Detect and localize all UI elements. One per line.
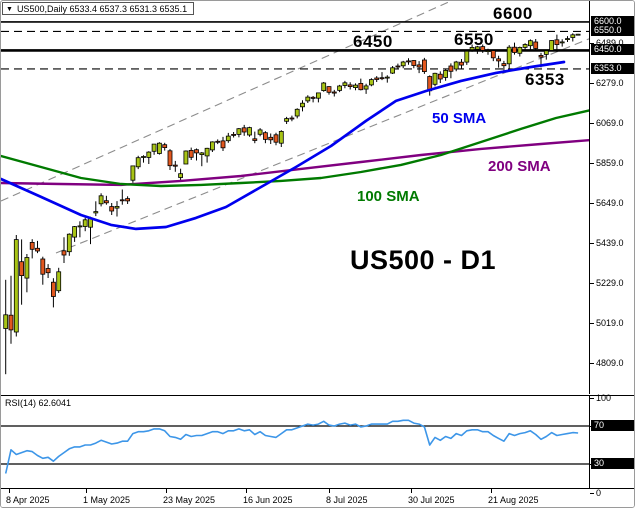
price-tick-label: 6069.0 (596, 118, 624, 128)
sma200-label: 200 SMA (488, 158, 551, 175)
symbol-ohlc-text: US500,Daily 6533.4 6537.3 6531.3 6535.1 (16, 4, 188, 14)
rsi-axis-tick (590, 398, 594, 399)
date-tick-label: 16 Jun 2025 (243, 495, 293, 505)
level-label-6450: 6450 (353, 32, 393, 51)
price-axis-tick (590, 243, 594, 244)
price-level-badge: 6450.0 (591, 44, 634, 55)
rsi-axis-tick (590, 493, 594, 494)
main-chart-panel: ▼ US500,Daily 6533.4 6537.3 6531.3 6535.… (1, 1, 634, 394)
price-axis-tick (590, 283, 594, 284)
date-tick-label: 30 Jul 2025 (408, 495, 455, 505)
date-axis-tick (166, 489, 167, 493)
date-tick-label: 21 Aug 2025 (488, 495, 539, 505)
price-axis-tick (590, 203, 594, 204)
price-tick-label: 5019.0 (596, 318, 624, 328)
watermark-symbol-timeframe: US500 - D1 (350, 245, 497, 275)
date-tick-label: 8 Jul 2025 (326, 495, 368, 505)
date-tick-label: 8 Apr 2025 (6, 495, 50, 505)
level-label-6353: 6353 (525, 70, 565, 89)
date-axis-tick (9, 489, 10, 493)
rsi-tick-label: 0 (596, 488, 602, 498)
price-tick-label: 5229.0 (596, 278, 624, 288)
price-level-badge: 6353.0 (591, 63, 634, 74)
level-label-6550: 6550 (454, 30, 494, 49)
sma100-label: 100 SMA (357, 188, 420, 205)
rsi-panel: RSI(14) 62.6041 100 0 70 30 (1, 393, 634, 498)
rsi-axis[interactable]: 100 0 70 30 (589, 393, 634, 498)
price-axis-tick (590, 323, 594, 324)
symbol-info-bar[interactable]: ▼ US500,Daily 6533.4 6537.3 6531.3 6535.… (2, 2, 195, 15)
price-level-badge: 6550.0 (591, 25, 634, 36)
price-axis-tick (590, 363, 594, 364)
date-axis-tick (411, 489, 412, 493)
candlestick-plot[interactable] (1, 1, 589, 394)
date-tick-label: 1 May 2025 (83, 495, 131, 505)
date-axis-tick (329, 489, 330, 493)
sma50-label: 50 SMA (432, 110, 487, 127)
price-axis-tick (590, 83, 594, 84)
price-level-badge: 6600.0 (591, 16, 634, 27)
price-tick-label: 4809.0 (596, 358, 624, 368)
level-label-6600: 6600 (493, 4, 533, 23)
date-axis-tick (86, 489, 87, 493)
rsi-level-badge: 30 (591, 458, 634, 469)
price-axis-tick (590, 43, 594, 44)
date-axis[interactable]: 8 Apr 2025 1 May 2025 23 May 2025 16 Jun 20… (1, 489, 634, 507)
price-tick-label: 5859.0 (596, 158, 624, 168)
price-tick-label: 6279.0 (596, 78, 624, 88)
date-axis-tick (491, 489, 492, 493)
rsi-level-badge: 70 (591, 420, 634, 431)
rsi-tick-label: 100 (596, 393, 612, 403)
price-axis-tick (590, 163, 594, 164)
rsi-indicator-label: RSI(14) 62.6041 (5, 398, 72, 408)
price-tick-label: 5649.0 (596, 198, 624, 208)
price-tick-label: 6489.0 (596, 38, 624, 48)
collapse-arrow-icon[interactable]: ▼ (6, 5, 13, 13)
price-axis-tick (590, 123, 594, 124)
rsi-plot[interactable] (1, 396, 589, 488)
price-tick-label: 5439.0 (596, 238, 624, 248)
date-axis-tick (246, 489, 247, 493)
date-tick-label: 23 May 2025 (163, 495, 216, 505)
price-axis[interactable]: 6489.0 6279.0 6069.0 5859.0 5649.0 5439.0 5229… (589, 1, 634, 394)
